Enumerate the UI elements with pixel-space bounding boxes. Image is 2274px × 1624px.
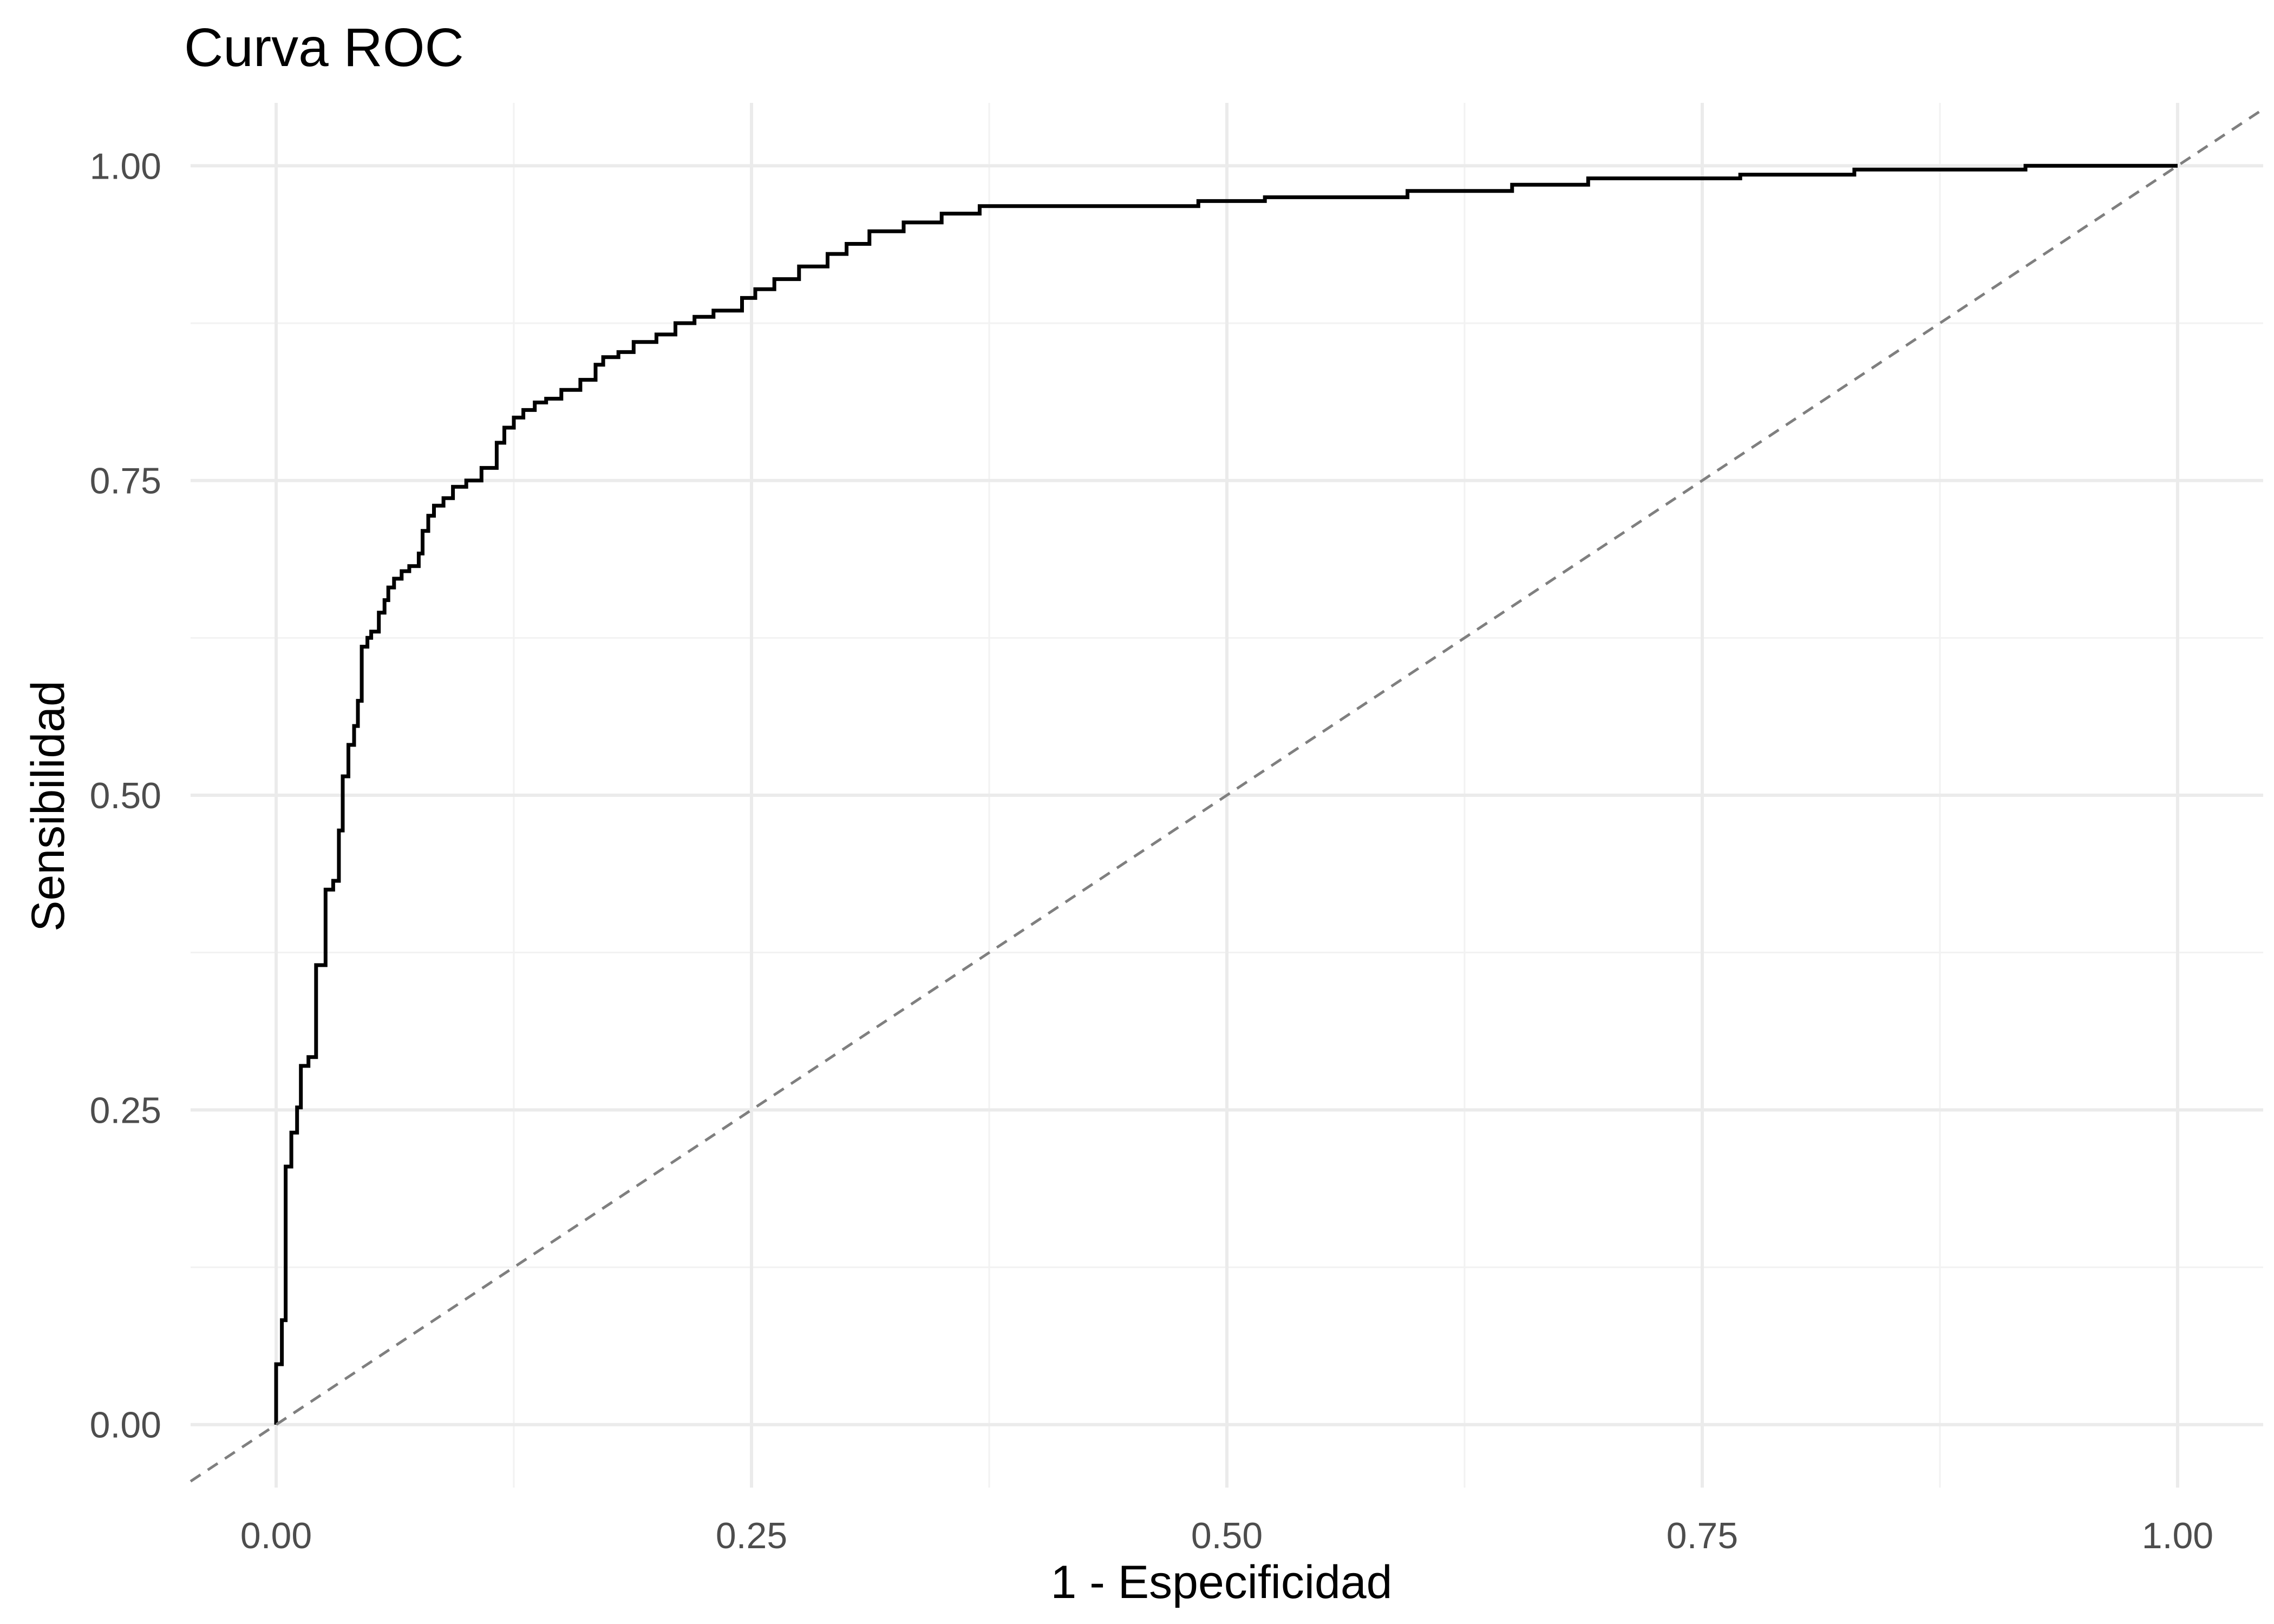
y-axis-label: Sensibilidad [22, 680, 74, 932]
y-tick-label: 0.00 [90, 1405, 161, 1446]
roc-curve-line [274, 163, 2178, 1425]
major-gridlines [191, 103, 2263, 1488]
x-tick-label: 0.00 [240, 1515, 312, 1556]
y-tick-label: 0.50 [90, 775, 161, 816]
x-tick-label: 0.50 [1191, 1515, 1263, 1556]
y-axis-ticks: 0.00 0.25 0.50 0.75 1.00 [90, 146, 161, 1445]
reference-diagonal-line [190, 108, 2264, 1483]
x-axis-label: 1 - Especificidad [1051, 1556, 1393, 1608]
x-tick-label: 0.75 [1667, 1515, 1738, 1556]
y-tick-label: 0.75 [90, 461, 161, 502]
x-tick-label: 1.00 [2142, 1515, 2213, 1556]
x-axis-ticks: 0.00 0.25 0.50 0.75 1.00 [240, 1515, 2213, 1556]
y-tick-label: 0.25 [90, 1090, 161, 1131]
chart-title: Curva ROC [184, 17, 464, 78]
y-tick-label: 1.00 [90, 146, 161, 187]
series-layer [190, 108, 2264, 1483]
x-tick-label: 0.25 [716, 1515, 787, 1556]
